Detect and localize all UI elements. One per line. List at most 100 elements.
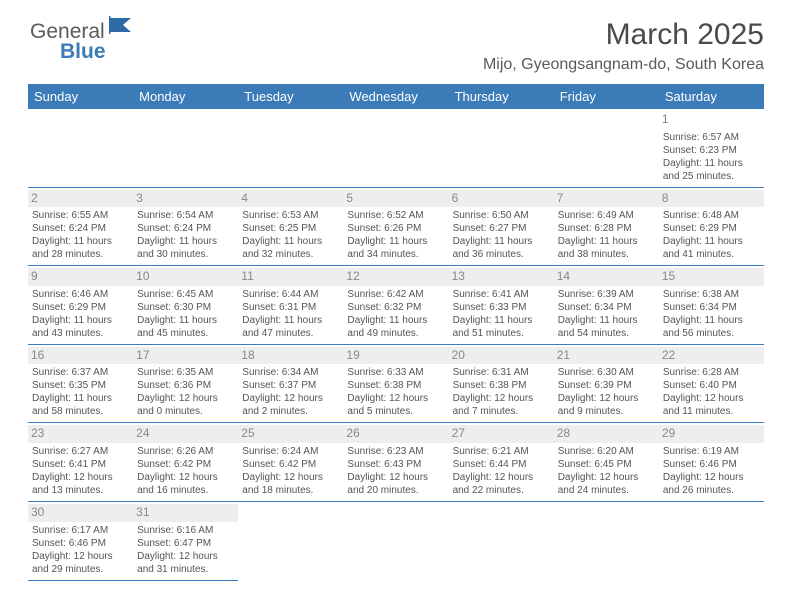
sunset-text: Sunset: 6:31 PM [242, 301, 339, 314]
day2-text: and 49 minutes. [347, 327, 444, 340]
day1-text: Daylight: 11 hours [663, 157, 760, 170]
day2-text: and 0 minutes. [137, 405, 234, 418]
day-header: Saturday [659, 84, 764, 109]
day-number: 31 [133, 504, 238, 522]
day2-text: and 2 minutes. [242, 405, 339, 418]
day-header: Wednesday [343, 84, 448, 109]
sunset-text: Sunset: 6:27 PM [453, 222, 550, 235]
sunrise-text: Sunrise: 6:34 AM [242, 366, 339, 379]
calendar-cell [28, 109, 133, 187]
calendar-cell: 2Sunrise: 6:55 AMSunset: 6:24 PMDaylight… [28, 187, 133, 266]
day2-text: and 20 minutes. [347, 484, 444, 497]
calendar-cell: 27Sunrise: 6:21 AMSunset: 6:44 PMDayligh… [449, 423, 554, 502]
day2-text: and 30 minutes. [137, 248, 234, 261]
sunrise-text: Sunrise: 6:44 AM [242, 288, 339, 301]
day1-text: Daylight: 11 hours [137, 314, 234, 327]
day2-text: and 47 minutes. [242, 327, 339, 340]
day1-text: Daylight: 12 hours [663, 471, 760, 484]
calendar-table: Sunday Monday Tuesday Wednesday Thursday… [28, 84, 764, 581]
sunrise-text: Sunrise: 6:42 AM [347, 288, 444, 301]
sunrise-text: Sunrise: 6:19 AM [663, 445, 760, 458]
day2-text: and 36 minutes. [453, 248, 550, 261]
day2-text: and 26 minutes. [663, 484, 760, 497]
day1-text: Daylight: 12 hours [32, 550, 129, 563]
day2-text: and 24 minutes. [558, 484, 655, 497]
sunset-text: Sunset: 6:47 PM [137, 537, 234, 550]
day1-text: Daylight: 12 hours [242, 471, 339, 484]
day-number: 13 [449, 268, 554, 286]
sunset-text: Sunset: 6:37 PM [242, 379, 339, 392]
day-number: 6 [449, 190, 554, 208]
calendar-cell: 10Sunrise: 6:45 AMSunset: 6:30 PMDayligh… [133, 266, 238, 345]
day1-text: Daylight: 12 hours [347, 392, 444, 405]
sunrise-text: Sunrise: 6:17 AM [32, 524, 129, 537]
calendar-cell: 5Sunrise: 6:52 AMSunset: 6:26 PMDaylight… [343, 187, 448, 266]
sunrise-text: Sunrise: 6:53 AM [242, 209, 339, 222]
sunrise-text: Sunrise: 6:50 AM [453, 209, 550, 222]
day2-text: and 13 minutes. [32, 484, 129, 497]
calendar-cell [554, 109, 659, 187]
day2-text: and 9 minutes. [558, 405, 655, 418]
sunrise-text: Sunrise: 6:27 AM [32, 445, 129, 458]
day-number: 14 [554, 268, 659, 286]
sunset-text: Sunset: 6:29 PM [32, 301, 129, 314]
calendar-cell: 12Sunrise: 6:42 AMSunset: 6:32 PMDayligh… [343, 266, 448, 345]
day1-text: Daylight: 11 hours [32, 314, 129, 327]
calendar-cell: 4Sunrise: 6:53 AMSunset: 6:25 PMDaylight… [238, 187, 343, 266]
calendar-cell: 31Sunrise: 6:16 AMSunset: 6:47 PMDayligh… [133, 501, 238, 580]
calendar-cell [238, 109, 343, 187]
sunset-text: Sunset: 6:38 PM [453, 379, 550, 392]
day-number: 11 [238, 268, 343, 286]
calendar-cell: 13Sunrise: 6:41 AMSunset: 6:33 PMDayligh… [449, 266, 554, 345]
day1-text: Daylight: 12 hours [558, 392, 655, 405]
day2-text: and 54 minutes. [558, 327, 655, 340]
day-number: 3 [133, 190, 238, 208]
sunset-text: Sunset: 6:33 PM [453, 301, 550, 314]
sunrise-text: Sunrise: 6:21 AM [453, 445, 550, 458]
day2-text: and 25 minutes. [663, 170, 760, 183]
day-number: 8 [659, 190, 764, 208]
day-number: 24 [133, 425, 238, 443]
calendar-cell: 26Sunrise: 6:23 AMSunset: 6:43 PMDayligh… [343, 423, 448, 502]
day1-text: Daylight: 11 hours [558, 314, 655, 327]
calendar-row: 23Sunrise: 6:27 AMSunset: 6:41 PMDayligh… [28, 423, 764, 502]
day2-text: and 51 minutes. [453, 327, 550, 340]
calendar-cell: 16Sunrise: 6:37 AMSunset: 6:35 PMDayligh… [28, 344, 133, 423]
calendar-cell: 30Sunrise: 6:17 AMSunset: 6:46 PMDayligh… [28, 501, 133, 580]
day2-text: and 29 minutes. [32, 563, 129, 576]
day-number: 4 [238, 190, 343, 208]
day2-text: and 58 minutes. [32, 405, 129, 418]
day1-text: Daylight: 12 hours [453, 471, 550, 484]
day-number: 2 [28, 190, 133, 208]
calendar-cell [659, 501, 764, 580]
day-number: 22 [659, 347, 764, 365]
day-header: Monday [133, 84, 238, 109]
sunrise-text: Sunrise: 6:52 AM [347, 209, 444, 222]
day2-text: and 18 minutes. [242, 484, 339, 497]
sunrise-text: Sunrise: 6:20 AM [558, 445, 655, 458]
day-number: 10 [133, 268, 238, 286]
day1-text: Daylight: 11 hours [453, 314, 550, 327]
day1-text: Daylight: 12 hours [137, 471, 234, 484]
sunset-text: Sunset: 6:25 PM [242, 222, 339, 235]
day1-text: Daylight: 11 hours [663, 235, 760, 248]
sunrise-text: Sunrise: 6:26 AM [137, 445, 234, 458]
day-number: 19 [343, 347, 448, 365]
sunset-text: Sunset: 6:44 PM [453, 458, 550, 471]
day-number: 28 [554, 425, 659, 443]
day2-text: and 41 minutes. [663, 248, 760, 261]
calendar-row: 30Sunrise: 6:17 AMSunset: 6:46 PMDayligh… [28, 501, 764, 580]
logo-text-blue: Blue [58, 40, 106, 64]
calendar-cell: 18Sunrise: 6:34 AMSunset: 6:37 PMDayligh… [238, 344, 343, 423]
calendar-cell: 15Sunrise: 6:38 AMSunset: 6:34 PMDayligh… [659, 266, 764, 345]
day2-text: and 56 minutes. [663, 327, 760, 340]
location: Mijo, Gyeongsangnam-do, South Korea [28, 56, 764, 74]
day-header-row: Sunday Monday Tuesday Wednesday Thursday… [28, 84, 764, 109]
sunset-text: Sunset: 6:36 PM [137, 379, 234, 392]
calendar-row: 2Sunrise: 6:55 AMSunset: 6:24 PMDaylight… [28, 187, 764, 266]
sunrise-text: Sunrise: 6:24 AM [242, 445, 339, 458]
sunrise-text: Sunrise: 6:48 AM [663, 209, 760, 222]
sunset-text: Sunset: 6:35 PM [32, 379, 129, 392]
calendar-cell: 21Sunrise: 6:30 AMSunset: 6:39 PMDayligh… [554, 344, 659, 423]
day1-text: Daylight: 11 hours [558, 235, 655, 248]
